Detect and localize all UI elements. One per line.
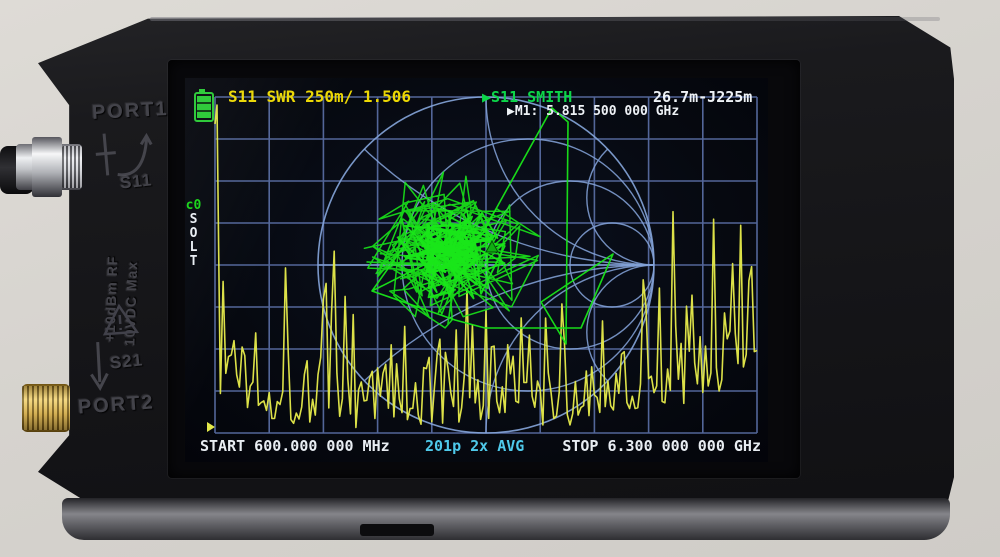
lcd-touchscreen[interactable]: S11 SWR 250m/ 1.506 ▶S11 SMITH 26.7m-J22…: [185, 78, 768, 462]
smith-trace-value: 26.7m-J225m: [653, 88, 753, 106]
cal-slot: c0: [185, 198, 202, 213]
swr-trace-status[interactable]: S11 SWR 250m/ 1.506: [228, 87, 412, 106]
cal-flag-load: L: [189, 240, 198, 255]
cal-flag-open: O: [189, 226, 198, 241]
case-bottom-edge: [62, 498, 950, 540]
cal-flag-short: S: [189, 212, 198, 227]
smith-trace-status[interactable]: ▶S11 SMITH: [482, 88, 573, 106]
cal-flag-thru: T: [189, 254, 198, 269]
port1-sma-connector[interactable]: [16, 134, 82, 200]
s21-arrow-icon: [90, 341, 109, 391]
start-frequency[interactable]: START 600.000 000 MHz: [200, 437, 390, 455]
sma-thread: [22, 386, 70, 430]
screen-bezel: S11 SWR 250m/ 1.506 ▶S11 SMITH 26.7m-J22…: [168, 60, 800, 478]
case-top-edge: [150, 17, 940, 21]
s21-label: S21: [109, 350, 145, 373]
battery-icon: [194, 89, 214, 122]
measurement-plot: [207, 96, 758, 434]
warning-triangle-icon: [102, 303, 140, 336]
stop-frequency[interactable]: STOP 6.300 000 000 GHz: [562, 437, 761, 455]
marker-readout[interactable]: ▶M1: 5.815 500 000 GHz: [507, 104, 680, 119]
calibration-status: c0 S O L T: [185, 198, 202, 269]
s11-label: S11: [119, 170, 154, 193]
sma-hex-nut: [32, 137, 62, 197]
port2-sma-connector[interactable]: [22, 384, 70, 432]
port1-label: PORT1: [91, 98, 170, 124]
s11-reflection-icon: [95, 132, 153, 177]
usb-port-slot: [360, 524, 434, 536]
sma-thread: [62, 146, 82, 188]
sweep-points-avg[interactable]: 201p 2x AVG: [425, 437, 525, 455]
